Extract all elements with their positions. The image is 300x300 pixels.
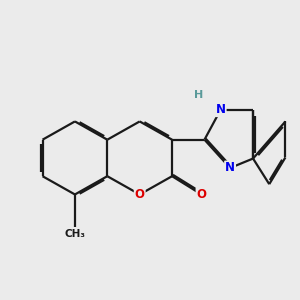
Text: CH₃: CH₃	[64, 229, 86, 239]
Text: N: N	[225, 161, 235, 175]
Text: H: H	[194, 90, 203, 100]
Text: N: N	[216, 103, 226, 116]
Text: O: O	[196, 188, 206, 201]
Text: O: O	[135, 188, 145, 201]
